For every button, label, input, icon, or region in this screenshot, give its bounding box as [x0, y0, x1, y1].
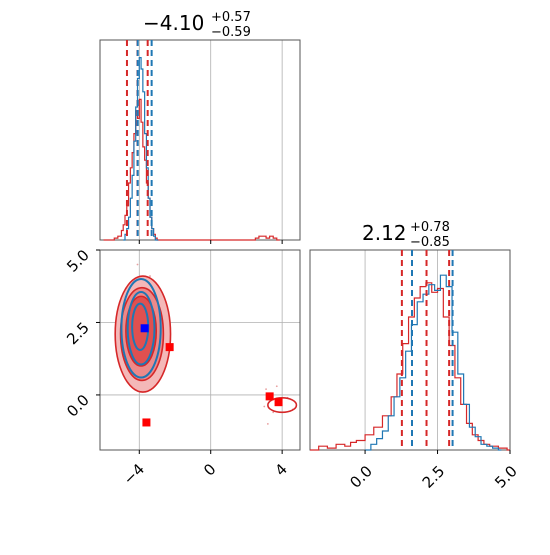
joint-marker-red-2 — [265, 392, 274, 401]
joint-marker-blue-0 — [140, 324, 149, 333]
title-x: −4.10 +0.57 −0.59 — [143, 10, 251, 40]
joint-sample-point-8 — [272, 411, 275, 414]
right-xtick-label-0: 0.0 — [346, 462, 376, 492]
right-hist-blue — [365, 274, 502, 451]
joint-contour-blue-1 — [126, 291, 156, 366]
joint-contour-red-3 — [267, 397, 298, 414]
title-y-minus: −0.85 — [410, 235, 450, 250]
joint-xtick-label-0: −4 — [120, 460, 148, 488]
joint-sample-point-13 — [266, 423, 269, 425]
right-frame — [309, 249, 511, 451]
joint-marker-red-1 — [142, 418, 151, 427]
joint-marker-red-0 — [165, 343, 174, 352]
title-y-median: 2.12 — [362, 221, 407, 245]
joint-frame — [99, 249, 301, 451]
joint-sample-point-1 — [149, 275, 151, 277]
top-hist-blue — [123, 57, 159, 241]
joint-ytick-label-1: 2.5 — [63, 319, 93, 349]
joint-sample-point-7 — [265, 388, 267, 391]
joint-xtick-label-2: 4 — [271, 460, 290, 479]
joint-contour-blue-0 — [120, 277, 162, 379]
title-x-median: −4.10 — [143, 11, 204, 35]
right-hist-red — [310, 282, 511, 451]
title-x-plus: +0.57 — [211, 10, 251, 25]
title-y-plus: +0.78 — [410, 220, 450, 235]
right-xtick-label-1: 2.5 — [419, 462, 449, 492]
joint-ytick-label-2: 5.0 — [63, 246, 93, 276]
joint-sample-point-11 — [275, 385, 278, 388]
title-x-minus: −0.59 — [211, 25, 251, 40]
top-hist-red — [103, 98, 280, 241]
marginal-histogram-y: 0.0 2.5 5.0 — [309, 249, 521, 492]
right-xtick-label-2: 5.0 — [491, 462, 521, 492]
joint-xtick-label-1: 0 — [200, 460, 219, 479]
joint-sample-point-10 — [263, 405, 266, 408]
joint-sample-point-0 — [136, 263, 139, 266]
joint-marker-red-3 — [274, 398, 283, 407]
joint-ytick-label-0: 0.0 — [63, 391, 93, 421]
title-y: 2.12 +0.78 −0.85 — [362, 220, 450, 250]
marginal-histogram-x — [99, 39, 301, 244]
joint-scatter-contour: −4 0 4 0.0 2.5 5.0 — [63, 246, 301, 488]
